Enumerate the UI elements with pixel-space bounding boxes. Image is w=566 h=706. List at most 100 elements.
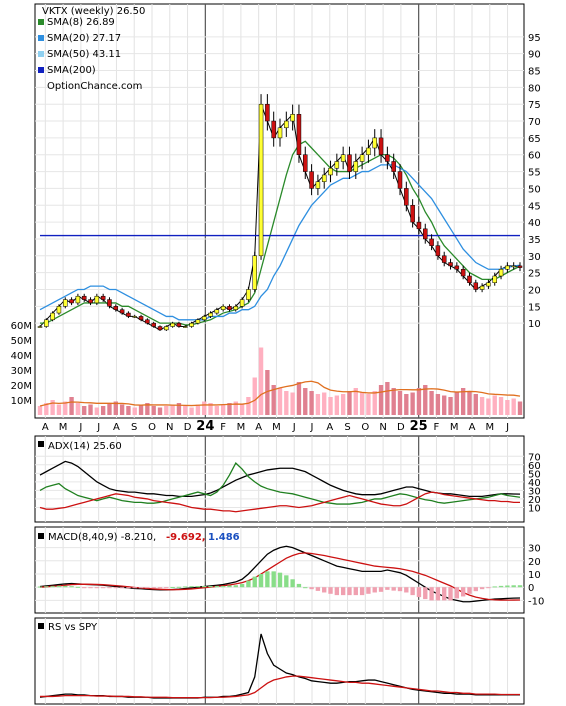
volume-bar [448,397,453,415]
candle-body [233,306,239,310]
adx-tick-label: 20 [528,495,541,506]
volume-bar [82,406,87,415]
candle-body [195,319,201,324]
candle-body [189,322,194,327]
legend-swatch-sma50 [38,51,44,57]
candle-body [460,269,466,277]
volume-bar [75,403,81,415]
volume-bar [214,406,220,415]
candle-body [353,161,359,172]
macd-hist-bar [271,571,276,588]
volume-bar [202,401,207,415]
adx-tick-label: 60 [528,461,541,472]
macd-hist-bar [505,585,510,588]
candle-body [467,275,472,283]
candle-body [404,188,409,206]
candle-body [75,295,81,304]
macd-hist-bar [138,587,144,589]
macd-hist-bar [239,583,245,588]
macd-hist-bar [220,586,226,588]
x-tick-label: 25 [410,419,428,434]
x-tick-label: S [344,422,350,433]
adx-line-di [39,491,520,513]
candle-body [366,147,371,155]
volume-bar [322,392,327,415]
volume-bar [385,382,390,415]
macd-hist-bar [303,587,308,589]
candle-body [176,322,182,327]
x-tick-label: M [485,422,494,433]
macd-hist-value: 1.486 [208,532,240,543]
candle-body [429,238,434,246]
volume-bar [353,388,358,415]
source-label: OptionChance.com [47,81,142,92]
rs-swatch [38,623,44,629]
x-tick-label: O [148,422,156,433]
macd-hist-bar [50,586,55,588]
macd-hist-bar [75,586,81,588]
x-tick-label: D [184,422,192,433]
volume-bar [498,397,504,415]
y-tick-label: 45 [528,201,541,212]
macd-hist-bar [189,586,194,588]
candle-body [100,295,106,300]
candle-body [378,137,384,155]
adx-tick-label: 30 [528,486,541,497]
macd-hist-bar [309,587,314,590]
candle-body [321,174,327,182]
volume-bar [113,401,118,415]
candle-body [239,299,245,307]
macd-hist-bar [517,585,523,588]
x-tick-label: N [379,422,386,433]
macd-hist-bar [100,587,106,589]
volume-bar [366,394,371,415]
candle-body [271,120,276,139]
macd-hist-bar [107,587,112,589]
macd-hist-bar [37,586,43,588]
macd-hist-bar [460,587,466,597]
volume-bar [208,403,213,415]
volume-bar [69,397,74,415]
y-tick-label: 15 [528,302,541,313]
macd-hist-bar [126,587,131,589]
x-tick-label: 24 [196,419,214,434]
macd-hist-bar [132,587,137,589]
candle-body [214,309,220,314]
macd-hist-bar [258,574,264,588]
volume-bar [442,395,447,415]
y-tick-label: 80 [528,83,541,94]
macd-hist-bar [397,587,403,592]
candle-body [435,245,441,257]
volume-bar [246,397,251,415]
volume-bar [88,404,93,415]
macd-hist-bar [328,587,333,594]
volume-bar [340,394,346,415]
y-tick-label: 50 [528,184,541,195]
x-tick-label: N [166,422,173,433]
candle-body [201,316,207,321]
volume-bar [315,394,321,415]
candle-body [220,306,226,310]
y-tick-label: 90 [528,50,541,61]
candle-body [119,309,125,314]
candle-body [63,299,68,307]
volume-bar [63,401,68,415]
volume-bar [183,406,188,415]
volume-bar [378,385,384,415]
macd-tick-label: 30 [528,544,541,555]
macd-hist-bar [290,579,295,588]
candle-body [126,312,131,317]
candle-body [284,120,289,129]
candle-body [265,103,270,122]
macd-hist-bar [448,587,453,601]
volume-bar [397,391,403,415]
candle-body [157,326,163,331]
adx-tick-label: 50 [528,469,541,480]
macd-hist-bar [385,587,390,590]
macd-hist-bar [347,587,352,596]
candle-body [138,316,144,321]
candle-body [359,154,365,162]
x-tick-label: J [310,422,314,433]
candle-body [170,322,175,327]
volume-bar [303,388,308,415]
